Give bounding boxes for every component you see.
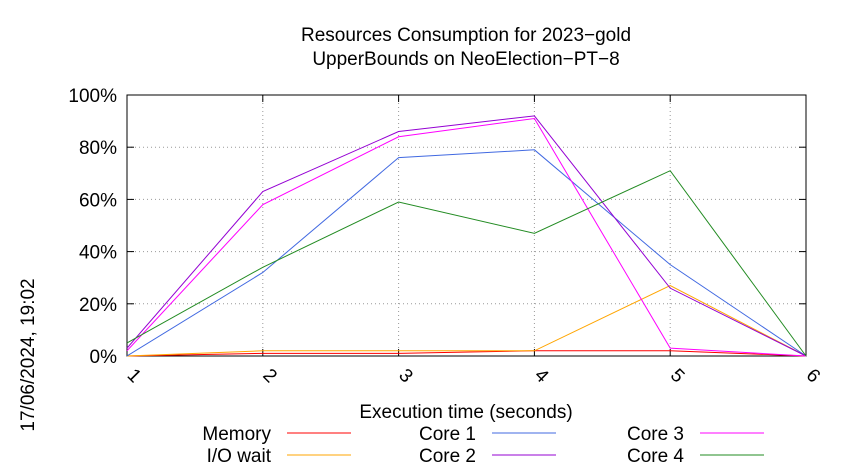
x-axis-label: Execution time (seconds) — [359, 402, 572, 423]
y-tick-label: 80% — [79, 138, 117, 159]
x-tick-label: 6 — [802, 365, 824, 387]
legend-label: Core 4 — [627, 446, 684, 467]
plot-frame — [126, 94, 807, 357]
series-line-core-4 — [126, 170, 807, 357]
timestamp-label: 17/06/2024, 19:02 — [18, 278, 39, 431]
y-tick-label: 100% — [68, 86, 117, 107]
series-lines — [126, 115, 807, 357]
series-line-core-3 — [126, 117, 807, 357]
grid-lines — [127, 95, 806, 356]
chart-title: Resources Consumption for 2023−gold — [301, 25, 631, 46]
legend-label: Core 3 — [627, 424, 684, 445]
y-tick-label: 60% — [79, 190, 117, 211]
x-tick-label: 2 — [259, 365, 281, 387]
x-tick-label: 5 — [666, 365, 688, 387]
series-line-memory — [126, 350, 807, 357]
legend-label: Core 1 — [419, 424, 476, 445]
legend-label: Core 2 — [419, 446, 476, 467]
y-tick-label: 20% — [79, 295, 117, 316]
x-tick-label: 3 — [394, 365, 416, 387]
y-tick-label: 40% — [79, 243, 117, 264]
chart-subtitle: UpperBounds on NeoElection−PT−8 — [312, 49, 619, 70]
x-tick-label: 4 — [530, 365, 553, 388]
series-line-core-1 — [126, 149, 807, 357]
y-tick-label: 0% — [90, 347, 118, 368]
x-tick-label: 1 — [123, 365, 145, 387]
legend-label: Memory — [202, 424, 271, 445]
series-line-core-2 — [126, 115, 807, 357]
legend-label: I/O wait — [207, 446, 272, 467]
series-line-i-o-wait — [126, 284, 807, 357]
axis-ticks: 0% 20% 40% 60% 80% 100% 1 2 3 4 5 6 — [68, 86, 824, 388]
